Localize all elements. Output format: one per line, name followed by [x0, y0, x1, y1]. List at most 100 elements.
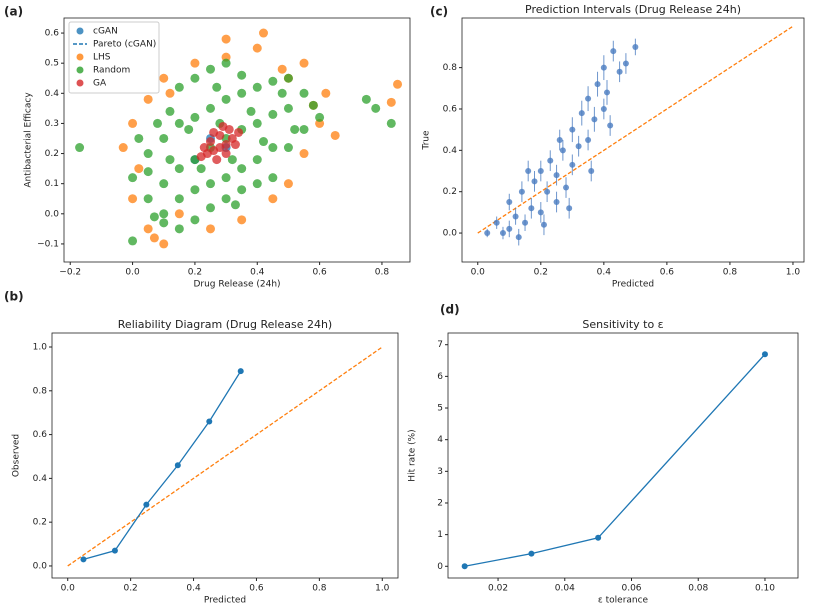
x-tick-label: 0.8 — [723, 268, 738, 278]
scatter-point — [159, 209, 169, 219]
legend-swatch — [76, 66, 84, 74]
scatter-point — [174, 224, 184, 234]
data-point — [556, 137, 563, 143]
data-point — [537, 168, 544, 175]
scatter-point — [230, 200, 240, 210]
scatter-point — [174, 209, 184, 219]
scatter-point — [153, 118, 163, 128]
scatter-point — [159, 73, 169, 83]
data-point — [594, 81, 601, 88]
data-point — [553, 172, 560, 179]
scatter-point — [149, 212, 159, 222]
plot-frame — [461, 17, 805, 263]
scatter-point — [134, 164, 144, 174]
data-point — [610, 48, 617, 55]
scatter-point — [237, 88, 247, 98]
data-point — [111, 547, 118, 554]
x-tick-label: 0.6 — [249, 584, 264, 594]
scatter-point — [299, 149, 309, 159]
data-point — [585, 95, 592, 102]
legend-label: GA — [93, 79, 107, 89]
y-tick-label: 0.3 — [45, 119, 59, 129]
scatter-point — [252, 82, 262, 92]
legend-swatch — [76, 27, 84, 35]
y-tick-label: 0.6 — [45, 29, 60, 39]
x-tick-label: 0.6 — [312, 268, 327, 278]
data-point — [569, 126, 576, 133]
x-tick-label: 0.6 — [660, 268, 675, 278]
scatter-point — [212, 82, 222, 92]
scatter-point — [230, 140, 240, 150]
y-tick-label: 3 — [437, 467, 443, 477]
y-tick-label: −0.1 — [37, 239, 59, 249]
scatter-point — [174, 164, 184, 174]
data-point — [206, 418, 213, 425]
reference-line — [67, 346, 383, 567]
data-point — [566, 205, 573, 212]
chart-title: Prediction Intervals (Drug Release 24h) — [525, 3, 741, 16]
scatter-point — [165, 155, 175, 165]
scatter-point — [283, 103, 293, 113]
scatter-point — [174, 194, 184, 204]
data-point — [569, 161, 576, 168]
scatter-point — [386, 97, 396, 107]
scatter-point — [206, 64, 216, 74]
scatter-point — [159, 239, 169, 249]
y-tick-label: 0 — [437, 562, 443, 572]
y-tick-label: 5 — [437, 404, 443, 414]
line — [464, 353, 766, 567]
y-axis-label: True — [422, 130, 432, 151]
scatter-point — [290, 124, 300, 134]
scatter-point — [237, 164, 247, 174]
data-point — [537, 209, 544, 216]
legend-swatch — [76, 79, 84, 87]
panel: (c) Prediction Intervals (Drug Release 24… — [422, 3, 805, 290]
x-tick-label: 0.0 — [125, 268, 140, 278]
x-tick-label: 0.08 — [688, 584, 708, 594]
data-point — [575, 143, 582, 150]
data-point — [499, 230, 506, 237]
panel-label: (b) — [4, 290, 24, 304]
scatter-point — [252, 179, 262, 189]
scatter-point — [252, 118, 262, 128]
scatter-point — [165, 106, 175, 116]
scatter-point — [221, 194, 231, 204]
scatter-point — [118, 143, 128, 153]
panel: (d) Sensitivity to ε ε tolerance Hit rate (… — [408, 303, 799, 604]
scatter-point — [299, 124, 309, 134]
x-tick-label: 0.0 — [61, 584, 76, 594]
scatter-point — [221, 58, 231, 68]
scatter-point — [330, 130, 340, 140]
scatter-point — [221, 94, 231, 104]
y-tick-label: 0.0 — [443, 229, 458, 239]
x-tick-label: 0.2 — [534, 268, 548, 278]
data-point — [143, 501, 150, 508]
scatter-point — [128, 173, 138, 183]
scatter-point — [283, 143, 293, 153]
data-point — [525, 168, 532, 175]
y-tick-label: 0.0 — [33, 561, 48, 571]
y-tick-label: 0.8 — [443, 63, 458, 73]
legend-swatch — [76, 53, 84, 61]
x-axis-label: Predicted — [204, 596, 246, 604]
chart-title: Sensitivity to ε — [582, 318, 663, 331]
scatter-point — [174, 118, 184, 128]
scatter-point — [212, 155, 222, 165]
x-tick-label: 0.4 — [250, 268, 265, 278]
scatter-point — [283, 73, 293, 83]
data-point — [506, 199, 513, 206]
x-tick-label: −0.2 — [59, 268, 81, 278]
scatter-point — [277, 88, 287, 98]
scatter-point — [221, 173, 231, 183]
data-point — [544, 188, 551, 195]
x-tick-label: 0.8 — [312, 584, 327, 594]
scatter-point — [246, 106, 256, 116]
scatter-point — [268, 194, 278, 204]
scatter-point — [143, 149, 153, 159]
scatter-point — [143, 224, 153, 234]
x-axis-label: ε tolerance — [598, 596, 649, 604]
x-tick-label: 0.4 — [186, 584, 201, 594]
scatter-point — [190, 185, 200, 195]
scatter-point — [237, 185, 247, 195]
